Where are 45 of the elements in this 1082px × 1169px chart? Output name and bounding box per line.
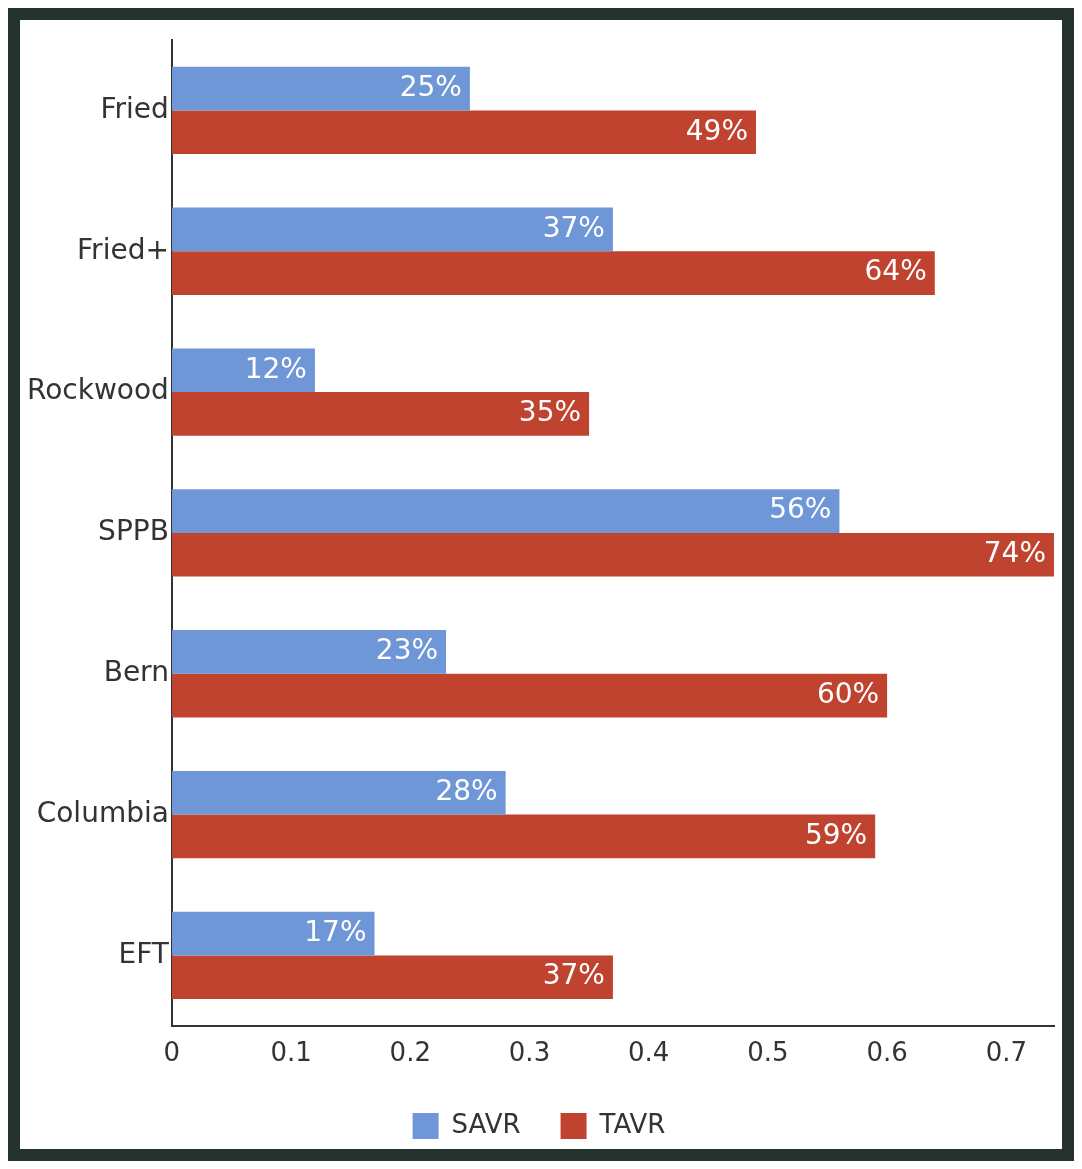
y-tick-label: Bern <box>103 655 169 689</box>
bar <box>171 66 470 111</box>
x-tick-label: 0.3 <box>508 1037 551 1068</box>
data-label: 49% <box>685 113 748 147</box>
y-tick-label: Fried <box>100 91 169 125</box>
data-label: 37% <box>542 210 605 244</box>
x-tick-label: 0.7 <box>985 1037 1027 1068</box>
data-label: 37% <box>542 958 605 992</box>
x-tick-label: 0 <box>163 1037 181 1068</box>
data-label: 12% <box>244 351 307 385</box>
x-tick-label: 0.4 <box>628 1037 670 1068</box>
bar <box>171 489 840 533</box>
bar <box>171 348 315 393</box>
bar <box>171 251 935 295</box>
data-label: 25% <box>399 69 462 103</box>
x-tick-label: 0.6 <box>866 1037 908 1068</box>
data-label: 60% <box>816 676 880 710</box>
bar <box>171 673 888 718</box>
legend-label: SAVR <box>451 1108 521 1139</box>
bar <box>171 955 613 1000</box>
data-label: 17% <box>304 914 367 948</box>
bar <box>171 630 447 674</box>
data-label: 74% <box>983 536 1046 570</box>
bar <box>171 110 756 155</box>
y-tick-label: Rockwood <box>27 373 169 407</box>
y-tick-label: EFT <box>118 936 170 970</box>
bar <box>171 770 506 815</box>
bar <box>171 911 375 956</box>
bar <box>171 532 1054 577</box>
data-label: 35% <box>518 395 582 429</box>
x-tick-label: 0.2 <box>389 1037 431 1068</box>
data-label: 23% <box>375 633 439 667</box>
data-label: 64% <box>864 254 927 288</box>
bar <box>171 392 590 436</box>
y-tick-label: Fried+ <box>77 232 169 266</box>
x-tick-label: 0.1 <box>270 1037 312 1068</box>
x-tick-label: 0.5 <box>747 1037 789 1068</box>
data-label: 28% <box>435 774 498 808</box>
bar <box>171 207 613 252</box>
y-tick-label: Columbia <box>36 795 169 829</box>
bar <box>171 814 876 859</box>
data-label: 56% <box>769 492 832 526</box>
data-label: 59% <box>804 817 868 851</box>
legend-label: TAVR <box>598 1108 666 1139</box>
y-tick-label: SPPB <box>98 514 169 548</box>
